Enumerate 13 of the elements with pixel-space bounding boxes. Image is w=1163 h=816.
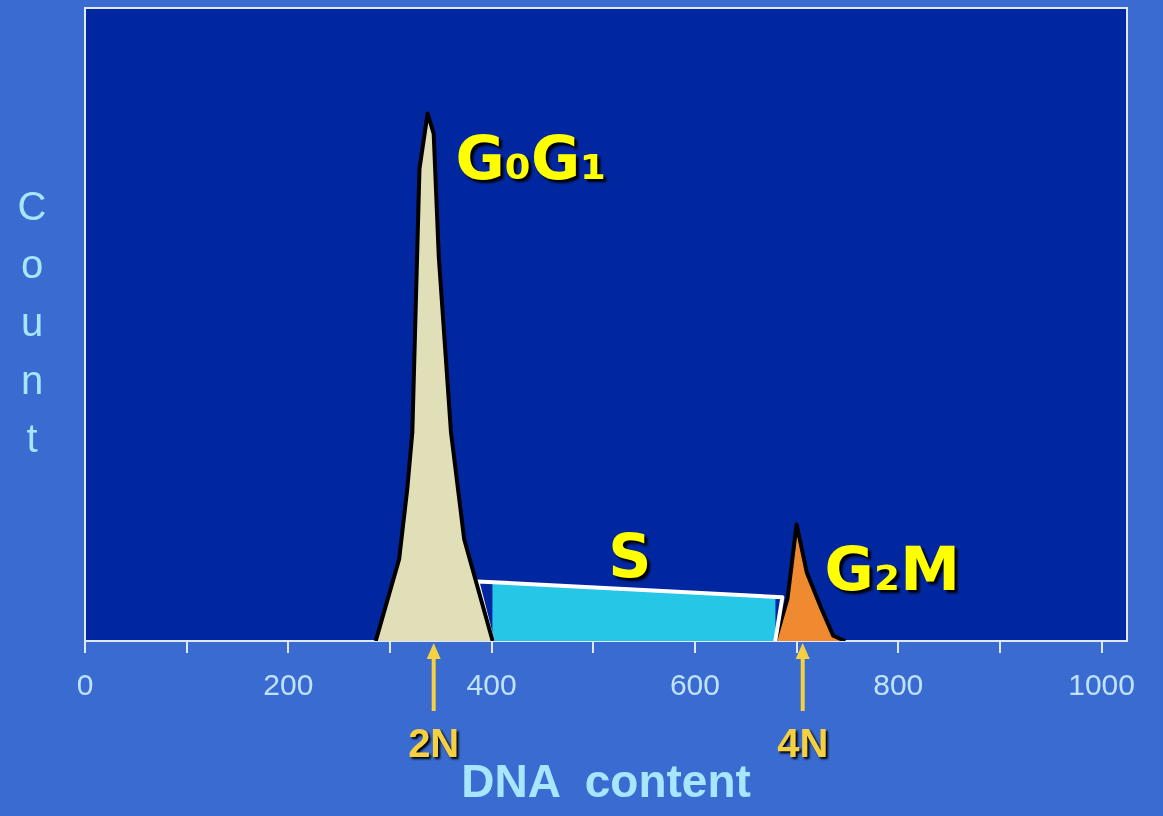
x-tick-label: 0 xyxy=(76,668,94,702)
series-label: S xyxy=(608,520,652,591)
y-axis-title: Count xyxy=(17,183,47,460)
annotation: 2N xyxy=(408,721,460,766)
x-tick-label: 200 xyxy=(263,668,314,702)
x-axis-title: DNA content xyxy=(461,755,751,808)
series-label: G₀G₁ xyxy=(455,123,607,194)
x-tick-label: 800 xyxy=(873,668,924,702)
x-tick-label: 1000 xyxy=(1068,668,1135,702)
series-label: G₂M xyxy=(824,534,960,605)
annotation: 4N xyxy=(777,721,829,766)
x-tick-label: 400 xyxy=(466,668,517,702)
x-tick-label: 600 xyxy=(669,668,720,702)
